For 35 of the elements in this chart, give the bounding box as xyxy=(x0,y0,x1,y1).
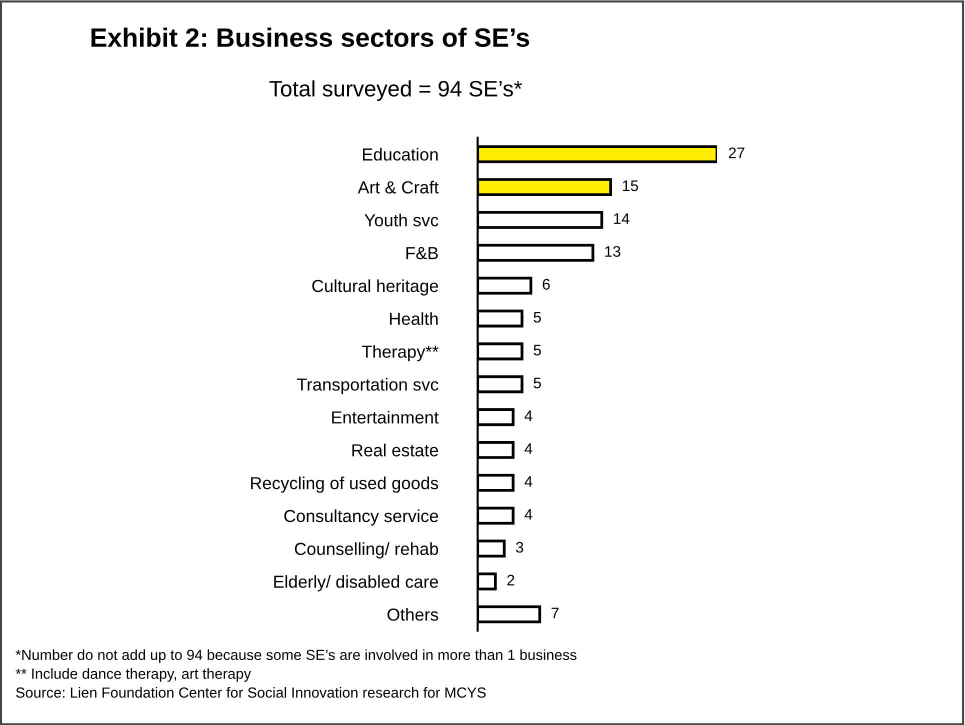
y-tick-label: Transportation svc xyxy=(297,378,438,394)
data-label: 5 xyxy=(534,344,541,356)
data-label: 4 xyxy=(524,509,532,520)
data-label: 5 xyxy=(534,312,541,323)
data-label: 4 xyxy=(524,476,532,487)
y-tick-label: Elderly/ disabled care xyxy=(274,575,438,592)
data-label: 13 xyxy=(605,246,620,257)
y-tick-label: Real estate xyxy=(352,444,438,456)
chart-subtitle: Total surveyed = 94 SE’s* xyxy=(269,80,522,101)
y-tick-label: Therapy** xyxy=(362,345,439,362)
y-tick-label: Others xyxy=(388,608,438,621)
y-tick-label: Counselling/ rehab xyxy=(294,542,438,558)
data-label: 3 xyxy=(516,542,524,553)
data-label: 7 xyxy=(552,608,559,618)
data-label: 4 xyxy=(524,410,532,422)
text: *Number do not add up to 94 because some SE’s are involved in more than 1 business xyxy=(16,649,576,663)
data-label: 15 xyxy=(622,180,638,192)
source-note: Source: Lien Foundation Center for Social Innovation research for MCYS xyxy=(16,687,486,698)
data-label: 27 xyxy=(728,147,744,158)
data-label: 5 xyxy=(534,378,541,388)
data-label: 2 xyxy=(507,574,514,586)
data-label: 14 xyxy=(614,213,630,224)
y-tick-label: Education xyxy=(362,148,438,161)
y-tick-label: Recycling of used goods xyxy=(251,476,438,493)
data-label: 4 xyxy=(524,443,532,454)
y-tick-label: Youth svc xyxy=(364,214,438,226)
y-tick-label: Health xyxy=(390,312,438,325)
y-tick-label: Entertainment xyxy=(332,410,439,424)
y-tick-label: Cultural heritage xyxy=(312,279,438,296)
y-tick-label: Consultancy service xyxy=(284,509,438,526)
data-label: 6 xyxy=(542,278,550,290)
chart-title: Exhibit 2: Business sectors of SE’s xyxy=(92,28,530,47)
text: ** Include dance therapy, art therapy xyxy=(16,668,252,682)
y-tick-label: Art & Craft xyxy=(358,180,439,194)
y-tick-label: F&B xyxy=(406,247,438,260)
